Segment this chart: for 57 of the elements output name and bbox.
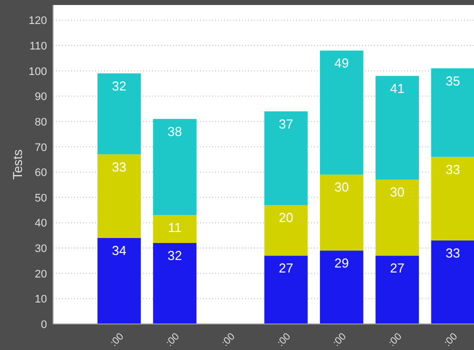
bar (97, 154, 141, 238)
bar (264, 111, 308, 206)
bar (153, 118, 196, 216)
y-tick-label: 20 (34, 268, 47, 280)
data-label: 35 (446, 73, 460, 88)
y-tick-label: 0 (40, 319, 47, 331)
y-tick-label: 30 (34, 243, 47, 256)
y-tick-label: 90 (34, 91, 47, 104)
bar (320, 250, 364, 324)
x-tick-label: :00 (386, 330, 405, 349)
data-label: 33 (112, 159, 126, 174)
data-label: 11 (168, 220, 182, 236)
data-label: 49 (334, 56, 349, 71)
bar (264, 256, 308, 324)
bar (97, 238, 141, 324)
data-label: 30 (390, 184, 404, 200)
data-label: 32 (112, 78, 126, 94)
x-tick-label: :00 (331, 330, 349, 349)
bar (264, 205, 308, 256)
data-label: 34 (112, 242, 126, 258)
y-axis-title: Tests (10, 148, 25, 180)
y-tick-label: 60 (34, 167, 47, 180)
data-label: 30 (334, 180, 349, 195)
data-label: 37 (278, 116, 294, 132)
x-tick-label: :00 (108, 330, 127, 349)
data-label: 32 (168, 248, 182, 263)
bar (431, 156, 474, 240)
bar (97, 73, 141, 154)
bar (376, 76, 419, 180)
bar (431, 68, 474, 157)
x-tick-label: :00 (442, 330, 460, 349)
y-tick-label: 100 (28, 66, 47, 78)
data-label: 33 (446, 162, 460, 177)
y-tick-label: 50 (34, 192, 47, 204)
bar (320, 50, 364, 175)
data-label: 27 (390, 260, 404, 276)
y-tick-label: 70 (34, 142, 47, 154)
data-label: 38 (168, 124, 182, 139)
data-label: 27 (278, 260, 294, 276)
y-tick-label: 120 (28, 15, 47, 28)
data-label: 20 (278, 210, 294, 226)
bar (376, 180, 419, 256)
data-label: 29 (334, 256, 349, 271)
bar (320, 174, 364, 251)
bar (431, 240, 474, 324)
data-label: 41 (390, 80, 404, 96)
x-tick-label: :00 (275, 330, 294, 349)
y-tick-label: 10 (34, 294, 47, 306)
bar (153, 242, 196, 324)
bar (376, 256, 419, 324)
data-label: 33 (446, 245, 460, 260)
bar (153, 215, 196, 243)
y-tick-label: 110 (29, 40, 47, 53)
y-tick-label: 80 (34, 116, 47, 128)
y-tick-label: 40 (34, 218, 47, 230)
x-tick-label: :00 (164, 330, 182, 349)
x-tick-label: :00 (220, 330, 238, 349)
